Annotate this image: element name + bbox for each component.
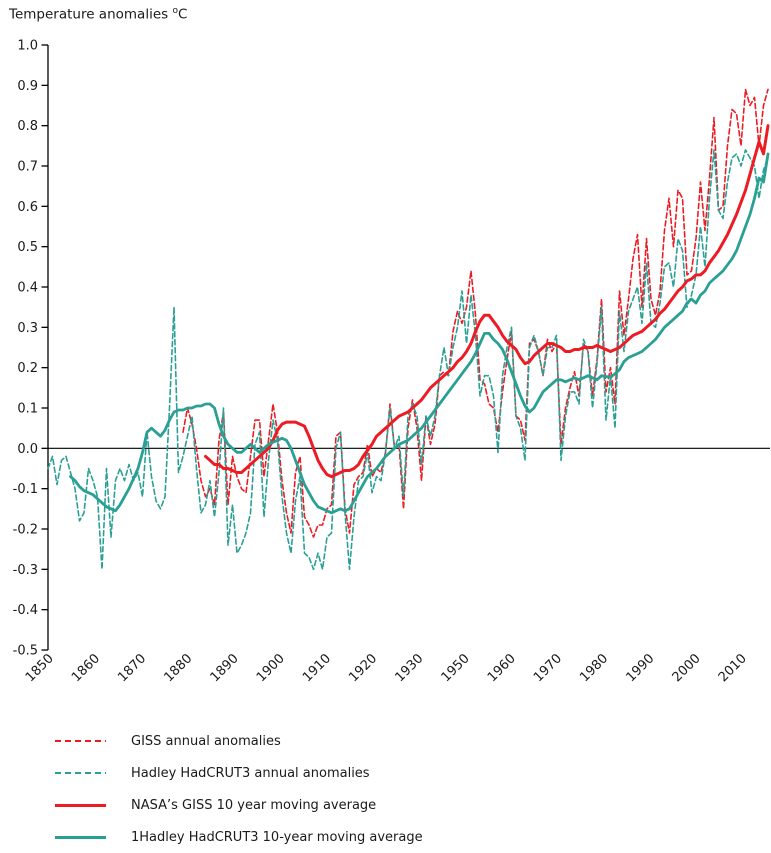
- legend-swatch-hadcrut-annual: [55, 772, 106, 774]
- legend-label-hadcrut-ma: 1Hadley HadCRUT3 10-year moving average: [131, 829, 423, 845]
- x-tick-label: 1960: [485, 651, 519, 685]
- legend-label-giss-annual: GISS annual anomalies: [131, 733, 281, 749]
- y-tick-label: 0.3: [17, 321, 38, 336]
- legend-label-giss-ma: NASA’s GISS 10 year moving average: [131, 797, 377, 813]
- y-tick-label: -0.4: [13, 603, 38, 618]
- legend-item-giss-annual: GISS annual anomalies: [55, 725, 423, 757]
- series-line-3: [69, 152, 770, 515]
- x-tick-label: 2010: [716, 651, 750, 685]
- x-tick-label: 1970: [531, 651, 565, 685]
- x-tick-label: 1930: [392, 651, 426, 685]
- x-tick-label: 1980: [577, 651, 611, 685]
- legend-item-hadcrut-ma: 1Hadley HadCRUT3 10-year moving average: [55, 821, 423, 853]
- legend-item-giss-ma: NASA’s GISS 10 year moving average: [55, 789, 423, 821]
- y-tick-label: 0.9: [17, 79, 38, 94]
- x-tick-label: 1990: [623, 651, 657, 685]
- chart-title-text: Temperature anomalies: [9, 6, 169, 23]
- legend-label-hadcrut-annual: Hadley HadCRUT3 annual anomalies: [131, 765, 370, 781]
- y-tick-label: 1.0: [17, 39, 38, 54]
- y-tick-label: 0.8: [17, 119, 38, 134]
- x-tick-label: 1950: [439, 651, 473, 685]
- chart-title: Temperature anomalies oC: [9, 6, 187, 23]
- y-tick-label: 0.2: [17, 361, 38, 376]
- series-line-1: [47, 149, 769, 571]
- legend-item-hadcrut-annual: Hadley HadCRUT3 annual anomalies: [55, 757, 423, 789]
- y-tick-label: 0.0: [17, 442, 38, 457]
- series-line-2: [204, 124, 770, 479]
- x-tick-label: 1910: [300, 651, 334, 685]
- x-tick-label: 2000: [670, 651, 704, 685]
- chart-legend: GISS annual anomalies Hadley HadCRUT3 an…: [55, 725, 423, 853]
- y-tick-label: 0.1: [17, 402, 38, 417]
- x-tick-label: 1890: [208, 651, 242, 685]
- x-tick-label: 1920: [346, 651, 380, 685]
- chart-canvas: 1.0 0.9 0.8 0.7 0.6 0.5 0.4 0.3 0.2 0.1 0.0 -0.1 -0.…: [13, 39, 770, 685]
- y-tick-label: 0.5: [17, 240, 38, 255]
- chart-title-unit-sup: o: [172, 6, 178, 16]
- y-tick-label: -0.3: [13, 563, 38, 578]
- legend-swatch-hadcrut-ma: [55, 835, 106, 839]
- y-tick-label: 0.4: [17, 281, 38, 296]
- y-tick-label: -0.1: [13, 482, 38, 497]
- legend-swatch-giss-annual: [55, 740, 106, 742]
- y-tick-label: 0.6: [17, 200, 38, 215]
- chart-title-unit: C: [177, 6, 188, 23]
- x-tick-label: 1860: [69, 651, 103, 685]
- x-tick-label: 1870: [115, 651, 149, 685]
- legend-swatch-giss-ma: [55, 803, 106, 807]
- x-tick-label: 1900: [254, 651, 288, 685]
- x-tick-label: 1880: [161, 651, 195, 685]
- y-tick-label: 0.7: [17, 160, 38, 175]
- series-line-0: [182, 88, 769, 538]
- y-tick-label: -0.2: [13, 523, 38, 538]
- y-tick-label: -0.5: [13, 644, 38, 659]
